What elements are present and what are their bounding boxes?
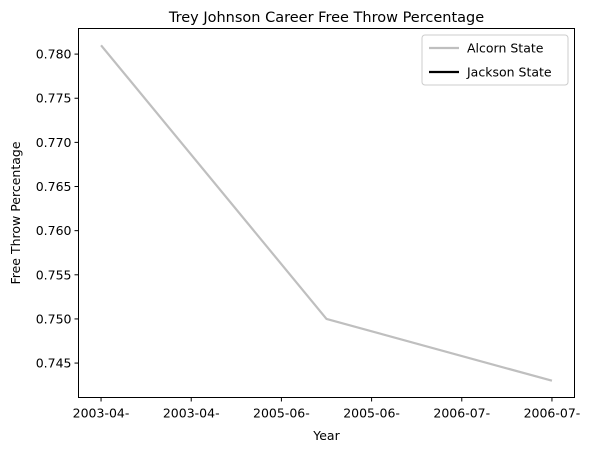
- y-tick-label: 0.770: [36, 135, 72, 150]
- x-axis-label: Year: [312, 428, 340, 443]
- y-axis-label: Free Throw Percentage: [8, 141, 23, 284]
- y-tick-label: 0.775: [36, 91, 72, 106]
- x-tick-label: 2005-06-: [253, 406, 310, 421]
- y-tick-label: 0.750: [36, 311, 72, 326]
- x-tick-label: 2003-04-: [163, 406, 220, 421]
- x-tick-label: 2003-04-: [73, 406, 130, 421]
- legend-label: Jackson State: [466, 65, 552, 80]
- axes-frame: [78, 28, 575, 398]
- y-tick-label: 0.780: [36, 47, 72, 62]
- x-tick-label: 2005-06-: [343, 406, 400, 421]
- y-tick-label: 0.745: [36, 356, 72, 371]
- y-axis: 0.745 0.750 0.755 0.760 0.765 0.770 0.775 0.780: [36, 47, 79, 371]
- y-tick-label: 0.755: [36, 267, 72, 282]
- y-tick-label: 0.765: [36, 179, 72, 194]
- series-line-0: [100, 44, 553, 382]
- legend: Alcorn State Jackson State: [421, 34, 569, 86]
- legend-label: Alcorn State: [467, 41, 544, 56]
- plot-area: [100, 44, 553, 382]
- x-tick-label: 2006-07-: [524, 406, 581, 421]
- chart-title: Trey Johnson Career Free Throw Percentag…: [168, 10, 484, 26]
- y-tick-label: 0.760: [36, 223, 72, 238]
- x-tick-label: 2006-07-: [433, 406, 490, 421]
- x-axis: 2003-04- 2003-04- 2005-06- 2005-06- 2006-07-…: [73, 397, 581, 421]
